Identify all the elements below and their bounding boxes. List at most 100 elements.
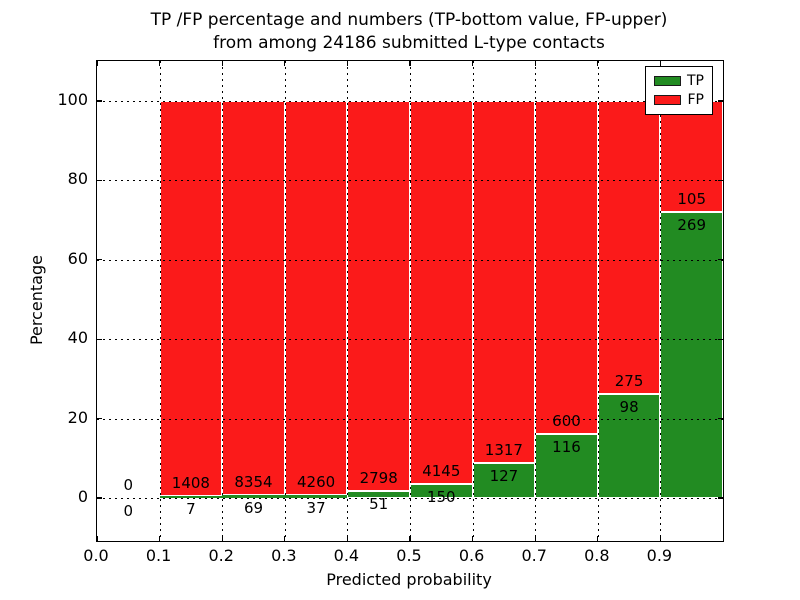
fp-swatch-icon (654, 95, 681, 106)
fp-count-label: 1408 (171, 474, 210, 493)
y-tick-label: 80 (67, 169, 88, 189)
fp-count-label: 8354 (234, 472, 273, 491)
x-tick-mark (284, 61, 286, 66)
fp-count-label: 4145 (422, 462, 461, 481)
x-tick-mark (659, 61, 662, 66)
fp-bar-segment (597, 101, 661, 394)
legend-item-fp: FP (654, 92, 704, 108)
y-tick-mark (718, 497, 723, 499)
x-tick-label: 0.4 (333, 546, 360, 565)
x-tick-mark (471, 61, 474, 66)
x-tick-label: 0.5 (396, 546, 422, 565)
x-tick-mark (284, 536, 286, 541)
x-tick-mark (409, 536, 411, 541)
chart-title-line2: from among 24186 submitted L-type contac… (213, 33, 605, 53)
x-tick-mark (346, 536, 349, 541)
fp-bar-segment (535, 101, 598, 434)
tp-swatch-icon (654, 75, 681, 86)
fp-bar-segment (410, 101, 473, 485)
v-gridline (159, 61, 161, 541)
x-tick-mark (158, 536, 161, 541)
tp-count-label: 98 (619, 397, 639, 416)
y-tick-mark (97, 259, 102, 261)
x-tick-mark (534, 61, 536, 66)
y-tick-label: 60 (67, 248, 88, 268)
tp-count-label: 51 (369, 494, 389, 513)
tp-bar-segment (597, 393, 661, 498)
x-tick-mark (96, 61, 98, 66)
legend-label: TP (687, 72, 704, 89)
x-tick-label: 0.3 (271, 546, 297, 565)
x-tick-mark (158, 61, 161, 66)
x-tick-mark (534, 536, 536, 541)
tp-count-label: 37 (306, 498, 326, 517)
y-tick-label: 40 (67, 328, 88, 348)
fp-bar-segment (159, 101, 223, 497)
y-tick-label: 20 (67, 407, 88, 427)
tp-bar-segment (535, 433, 598, 498)
x-tick-label: 0.6 (458, 546, 485, 565)
v-gridline (222, 61, 224, 541)
x-tick-label: 0.7 (521, 546, 547, 565)
tp-count-label: 269 (677, 216, 706, 235)
chart-title: TP /FP percentage and numbers (TP-bottom… (96, 9, 722, 55)
fp-count-label: 0 (123, 476, 134, 494)
y-tick-mark (97, 100, 102, 102)
v-gridline (597, 61, 599, 541)
legend-item-tp: TP (654, 73, 704, 89)
y-tick-mark (718, 417, 723, 420)
x-tick-mark (221, 536, 223, 541)
tp-count-label: 150 (426, 488, 456, 507)
y-tick-mark (97, 417, 102, 420)
plot-area: 0 0 1408 7 8354 69 4260 37 2798 51 4145 150 1317 127 6… (96, 60, 724, 542)
y-tick-label: 100 (57, 90, 88, 109)
x-tick-mark (96, 536, 98, 541)
fp-bar-segment (284, 101, 348, 495)
v-gridline (410, 61, 411, 541)
tp-count-label: 116 (552, 437, 581, 456)
y-tick-mark (718, 100, 723, 102)
x-tick-label: 0.8 (584, 546, 610, 565)
legend: TP FP (645, 66, 713, 115)
fp-bar-segment (222, 101, 285, 495)
tp-bar-segment (222, 494, 285, 498)
x-tick-mark (659, 536, 662, 541)
fp-bar-segment (347, 101, 410, 491)
x-tick-label: 0.1 (145, 546, 172, 565)
y-tick-mark (718, 338, 723, 340)
tp-bar-segment (159, 496, 223, 498)
v-gridline (284, 61, 286, 541)
tp-count-label: 69 (243, 498, 264, 517)
y-tick-mark (97, 179, 102, 182)
v-gridline (472, 61, 474, 541)
y-tick-mark (97, 497, 102, 499)
fp-count-label: 4260 (297, 472, 336, 491)
fp-count-label: 275 (614, 371, 644, 390)
fp-count-label: 2798 (359, 468, 398, 487)
legend-label: FP (687, 92, 705, 109)
fp-count-label: 1317 (484, 441, 523, 460)
x-tick-mark (409, 61, 411, 66)
fp-count-label: 600 (552, 411, 581, 430)
tp-bar-segment (284, 494, 348, 498)
x-tick-mark (471, 536, 474, 541)
tp-bar-segment (660, 212, 723, 498)
fp-bar-segment (472, 101, 536, 464)
chart-title-line1: TP /FP percentage and numbers (TP-bottom… (150, 10, 668, 30)
tp-count-label: 127 (489, 467, 519, 486)
x-tick-label: 0.2 (208, 546, 234, 565)
v-gridline (347, 61, 349, 541)
y-tick-label: 0 (77, 487, 88, 506)
y-tick-mark (97, 338, 102, 340)
tp-count-label: 0 (123, 502, 134, 520)
y-tick-mark (718, 179, 723, 182)
fp-count-label: 105 (677, 190, 706, 209)
x-axis-label: Predicted probability (326, 570, 492, 589)
x-tick-mark (346, 61, 349, 66)
v-gridline (660, 61, 662, 541)
x-tick-mark (221, 61, 223, 66)
x-tick-mark (597, 536, 599, 541)
x-tick-label: 0.0 (83, 546, 109, 565)
x-tick-label: 0.9 (646, 546, 673, 565)
